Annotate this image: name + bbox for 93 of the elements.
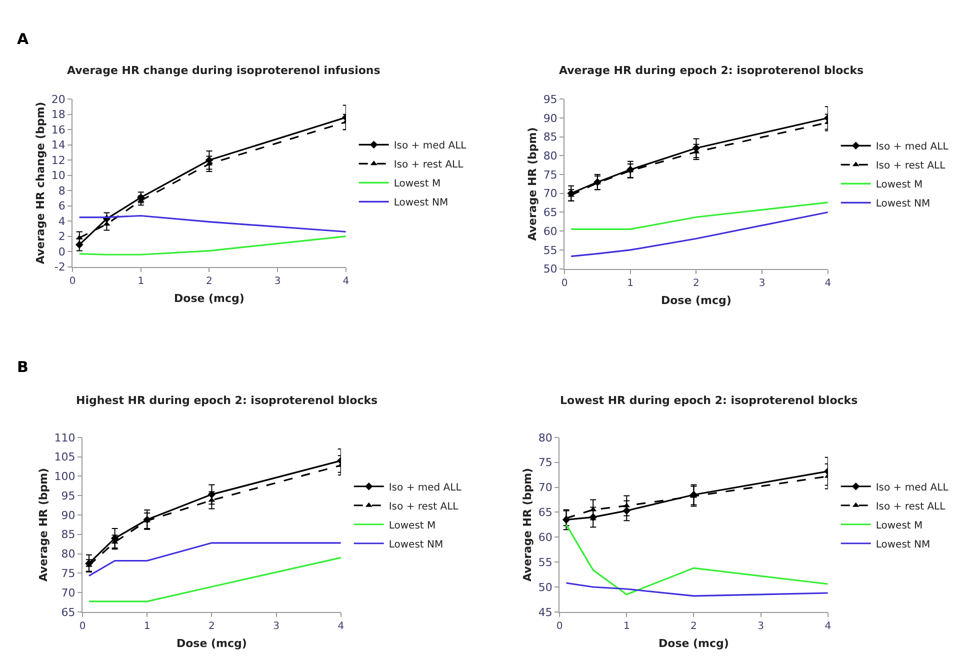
x-tick-label: 1 xyxy=(623,620,630,632)
y-tick-label: 90 xyxy=(61,508,76,522)
y-tick-label: 80 xyxy=(543,150,558,163)
x-axis-title: Dose (mcg) xyxy=(174,292,244,306)
x-tick-label: 3 xyxy=(758,278,766,289)
chart-title: Average HR change during isoproterenol infusions xyxy=(67,64,381,77)
y-tick-label: 6 xyxy=(58,200,66,213)
y-tick-label: 0 xyxy=(58,245,66,258)
y-tick-label: 18 xyxy=(51,108,66,122)
y-tick-label: 20 xyxy=(51,92,66,106)
legend-label: Lowest NM xyxy=(876,198,930,210)
legend-label: Lowest M xyxy=(394,178,441,190)
legend-label: Iso + rest ALL xyxy=(388,501,459,512)
legend-label: Iso + med ALL xyxy=(876,482,949,494)
legend-label: Lowest M xyxy=(876,520,923,532)
y-tick-label: 105 xyxy=(54,450,76,464)
y-tick-label: 10 xyxy=(51,169,66,182)
y-tick-label: 60 xyxy=(543,224,558,238)
x-tick-label: 0 xyxy=(561,278,568,289)
x-tick-label: 2 xyxy=(208,620,215,632)
y-tick-label: 14 xyxy=(51,138,66,152)
chart-title: Highest HR during epoch 2: isoproterenol blocks xyxy=(76,394,378,407)
x-tick-label: 0 xyxy=(79,620,86,632)
y-tick-label: 55 xyxy=(538,556,552,569)
y-tick-label: 50 xyxy=(538,580,552,594)
chart-title: Lowest HR during epoch 2: isoproterenol blocks xyxy=(560,394,858,407)
y-tick-label: 100 xyxy=(54,470,76,484)
y-tick-label: 16 xyxy=(51,123,66,136)
y-tick-label: 85 xyxy=(543,130,558,144)
legend-label: Lowest NM xyxy=(876,539,930,550)
y-axis-title: Average HR (bpm) xyxy=(36,468,50,582)
y-tick-label: 45 xyxy=(538,606,552,619)
y-tick-label: 75 xyxy=(538,456,552,470)
line-series xyxy=(570,211,828,258)
text: B xyxy=(17,358,28,376)
y-tick-label: 110 xyxy=(54,431,76,444)
y-tick-label: 70 xyxy=(538,481,552,494)
legend-label: Lowest M xyxy=(388,520,436,532)
x-tick-label: 2 xyxy=(693,278,700,289)
y-axis-title: Average HR (bpm) xyxy=(526,127,539,241)
legend-label: Lowest NM xyxy=(394,198,448,209)
x-tick-label: 4 xyxy=(824,620,832,632)
line-series xyxy=(78,214,346,233)
x-tick-label: 2 xyxy=(690,620,697,632)
y-tick-label: 70 xyxy=(543,187,558,200)
y-tick-label: 85 xyxy=(61,528,76,542)
legend-label: Iso + med ALL xyxy=(876,142,949,153)
y-tick-label: -2 xyxy=(54,260,66,274)
x-tick-label: 1 xyxy=(144,620,150,632)
x-tick-label: 4 xyxy=(342,276,350,287)
x-axis-title: Dose (mcg) xyxy=(660,294,732,307)
y-tick-label: 55 xyxy=(543,244,558,257)
legend-label: Iso + rest ALL xyxy=(876,501,946,512)
chart-title: Average HR during epoch 2: isoproterenol blocks xyxy=(559,64,864,77)
y-tick-label: 65 xyxy=(538,506,552,520)
y-tick-label: 4 xyxy=(58,214,66,228)
y-tick-label: 95 xyxy=(543,92,558,106)
y-tick-label: 75 xyxy=(543,168,558,182)
y-tick-label: 8 xyxy=(58,184,66,198)
x-axis-title: Dose (mcg) xyxy=(658,637,729,650)
x-axis-title: Dose (mcg) xyxy=(176,637,247,650)
line-series xyxy=(78,236,346,256)
y-tick-label: 70 xyxy=(61,586,76,600)
y-tick-label: 65 xyxy=(543,206,558,220)
x-tick-label: 3 xyxy=(758,620,764,632)
legend-label: Iso + med ALL xyxy=(394,140,467,152)
x-tick-label: 2 xyxy=(206,276,212,287)
x-tick-label: 4 xyxy=(338,620,344,632)
y-axis-title: Average HR (bpm) xyxy=(521,468,534,582)
y-tick-label: 75 xyxy=(61,567,76,580)
x-tick-label: 4 xyxy=(824,278,832,289)
x-tick-label: 3 xyxy=(273,620,280,632)
y-tick-label: 12 xyxy=(51,154,66,167)
x-tick-label: 3 xyxy=(274,276,281,287)
line-series xyxy=(565,524,828,596)
line-series xyxy=(565,582,828,597)
y-tick-label: 60 xyxy=(538,530,552,544)
text: A xyxy=(17,30,29,48)
y-tick-label: 80 xyxy=(61,548,76,561)
legend-label: Iso + med ALL xyxy=(388,482,462,494)
y-axis-title: Average HR change (bpm) xyxy=(34,102,48,264)
legend-label: Iso + rest ALL xyxy=(876,160,946,172)
y-tick-label: 65 xyxy=(61,606,76,619)
legend-label: Lowest NM xyxy=(388,539,444,550)
legend-label: Iso + rest ALL xyxy=(394,160,464,171)
y-tick-label: 50 xyxy=(543,262,558,276)
y-tick-label: 90 xyxy=(543,112,558,125)
legend-label: Lowest M xyxy=(876,180,923,191)
y-tick-label: 2 xyxy=(58,230,66,244)
x-tick-label: 1 xyxy=(627,278,634,289)
y-tick-label: 80 xyxy=(538,431,552,444)
x-tick-label: 1 xyxy=(138,276,144,287)
y-tick-label: 95 xyxy=(61,489,76,502)
